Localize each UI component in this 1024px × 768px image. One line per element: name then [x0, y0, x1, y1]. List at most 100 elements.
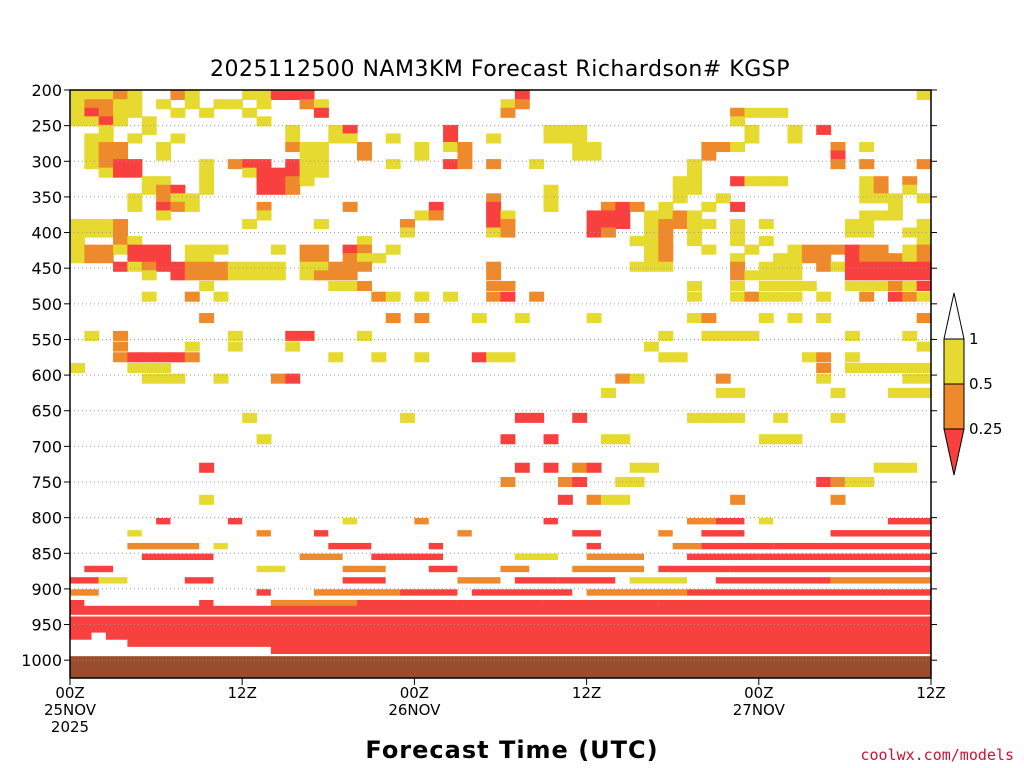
ri-surface-segment	[70, 605, 214, 615]
ri-cell	[156, 210, 172, 221]
ri-cell	[773, 280, 789, 292]
ri-cell	[744, 330, 760, 341]
ri-cell	[213, 261, 229, 272]
ri-cell	[873, 193, 889, 204]
ri-cell	[170, 261, 186, 272]
ri-cell	[787, 133, 803, 144]
x-tick-label: 12Z	[916, 684, 945, 702]
ri-cell	[916, 387, 932, 398]
ri-cell	[313, 261, 329, 272]
ri-cell	[84, 107, 100, 118]
ri-cell	[127, 159, 143, 170]
ri-cell	[113, 330, 128, 341]
y-tick-label: 250	[31, 117, 62, 136]
ri-cell	[313, 253, 329, 264]
ri-cell	[486, 227, 502, 238]
ri-cell	[227, 270, 243, 281]
ri-cell	[830, 150, 846, 161]
ri-cell	[715, 373, 731, 384]
ri-cell	[414, 210, 430, 221]
ri-cell	[816, 291, 832, 302]
ri-cell	[830, 141, 846, 153]
ri-cell	[644, 244, 659, 255]
ri-cell	[873, 253, 889, 264]
ri-cell	[98, 99, 114, 110]
ri-cell	[801, 253, 817, 264]
ri-cell	[285, 176, 301, 187]
ri-cell	[127, 201, 143, 212]
ri-cell	[170, 133, 186, 144]
ri-cell	[328, 352, 344, 363]
ri-cell	[84, 116, 100, 127]
ri-cell	[629, 201, 645, 212]
y-tick-label: 350	[31, 188, 62, 207]
ri-cell	[773, 412, 789, 423]
ri-cell	[170, 89, 186, 101]
ri-cell	[270, 176, 286, 187]
ri-cell	[859, 291, 875, 302]
ri-cell	[285, 124, 301, 135]
ri-cell	[658, 261, 674, 272]
ri-cell	[457, 150, 473, 161]
ri-cell	[687, 218, 702, 230]
ri-cell	[428, 210, 444, 221]
chart-title: 2025112500 NAM3KM Forecast Richardson# K…	[210, 57, 790, 82]
ri-cell	[672, 184, 688, 195]
ri-cell	[156, 352, 172, 363]
ri-cell	[113, 244, 128, 255]
ri-cell	[758, 434, 774, 445]
ri-band-segment	[701, 530, 745, 537]
ri-cell	[98, 218, 114, 230]
y-tick-label: 850	[31, 544, 62, 563]
ri-cell	[902, 227, 918, 238]
ri-cell	[758, 261, 774, 272]
ri-cell	[773, 253, 789, 264]
ri-cell	[242, 218, 258, 230]
ri-cell	[572, 124, 588, 135]
y-tick-label: 600	[31, 366, 62, 385]
ri-cell	[313, 150, 329, 161]
ri-cell	[98, 244, 114, 255]
ri-cell	[844, 227, 860, 238]
ri-band-segment	[758, 553, 931, 561]
ri-cell	[156, 193, 172, 204]
ri-cell	[672, 193, 688, 204]
ri-band-segment	[687, 589, 888, 596]
ri-cell	[184, 341, 200, 352]
ri-cell	[500, 280, 516, 292]
ri-cell	[902, 261, 918, 272]
ri-cell	[156, 362, 172, 373]
ri-cell	[242, 412, 258, 423]
ri-cell	[787, 280, 803, 292]
ri-cell	[658, 201, 674, 212]
ri-band-segment	[342, 577, 386, 584]
ri-cell	[227, 261, 243, 272]
y-tick-label: 1000	[21, 651, 62, 670]
ri-cell	[644, 210, 659, 221]
ri-band-segment	[313, 589, 401, 596]
ri-cell	[787, 270, 803, 281]
ri-cell	[859, 270, 875, 281]
ri-cell	[701, 150, 717, 161]
credit-link[interactable]: coolwx.com/models	[860, 746, 1014, 764]
ri-cell	[414, 291, 430, 302]
ri-cell	[256, 159, 272, 170]
ri-band-segment	[658, 530, 673, 537]
ri-cell	[615, 373, 631, 384]
ri-band-segment	[328, 542, 372, 550]
ri-cell	[486, 218, 502, 230]
ri-cell	[242, 167, 258, 178]
ri-cell	[471, 352, 487, 363]
ri-cell	[529, 291, 545, 302]
ri-cell	[141, 352, 157, 363]
ri-cell	[199, 462, 215, 473]
ri-cell	[557, 494, 573, 505]
ri-cell	[170, 352, 186, 363]
ri-cell	[902, 387, 918, 398]
x-tick-label: 12Z	[572, 684, 601, 702]
legend-swatch-0.5-1	[943, 338, 965, 385]
ri-cell	[787, 434, 803, 445]
ri-cell	[873, 270, 889, 281]
ri-surface-segment	[70, 616, 931, 626]
ri-cell	[357, 280, 372, 292]
